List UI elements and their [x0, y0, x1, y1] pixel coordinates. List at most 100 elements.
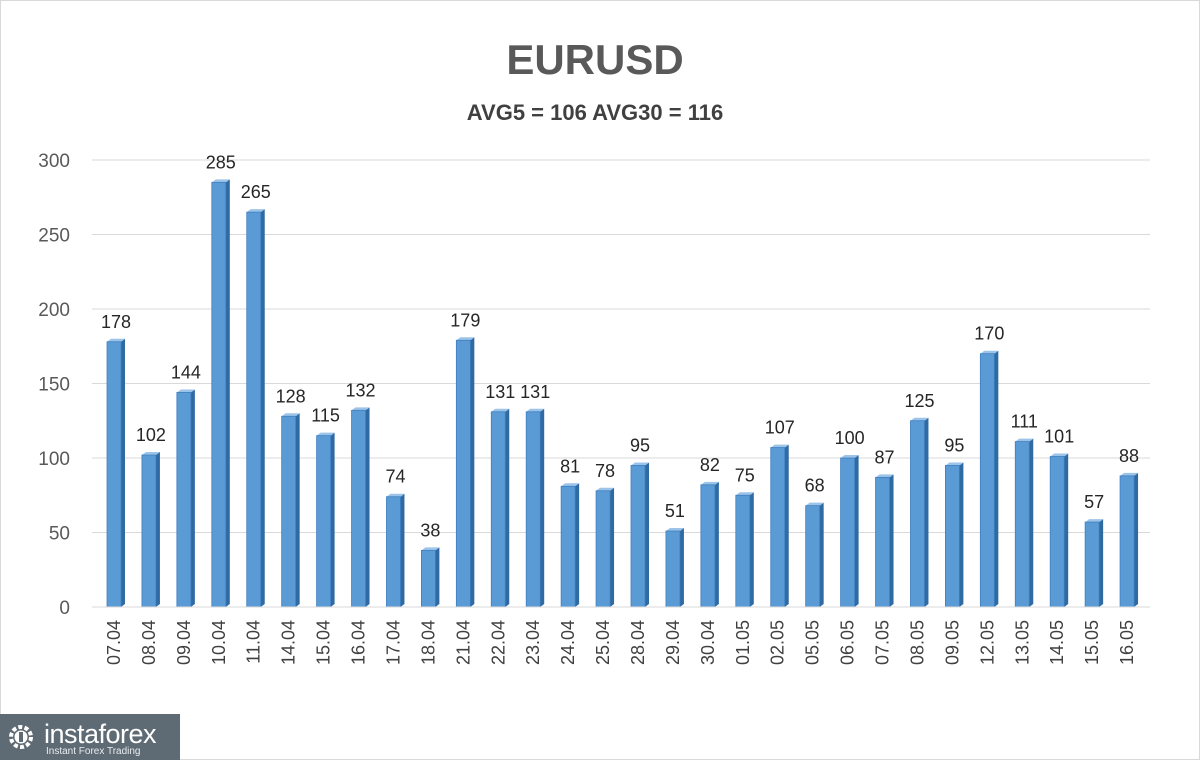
- bar: [1119, 475, 1135, 608]
- logo-tagline: Instant Forex Trading: [46, 746, 141, 757]
- bar-top: [526, 408, 545, 412]
- bar-side: [679, 528, 684, 607]
- bar-side: [959, 462, 964, 607]
- bar-side: [819, 502, 824, 607]
- bar: [979, 353, 995, 608]
- data-label: 82: [700, 455, 720, 475]
- bar-side: [714, 481, 719, 607]
- x-tick-label: 12.05: [977, 620, 997, 665]
- x-tick-label: 07.05: [873, 620, 893, 665]
- data-label: 128: [276, 386, 306, 406]
- x-tick-label: 28.04: [628, 620, 648, 665]
- y-tick-label: 0: [59, 598, 70, 619]
- instaforex-logo: instaforex Instant Forex Trading: [0, 714, 180, 760]
- x-tick-label: 17.04: [383, 620, 403, 665]
- bar-side: [994, 350, 999, 607]
- bar-top: [596, 487, 615, 491]
- y-tick-label: 50: [49, 524, 70, 545]
- data-label: 170: [974, 324, 1004, 344]
- data-label: 95: [944, 435, 964, 455]
- bar-top: [840, 455, 859, 458]
- data-label: 101: [1044, 427, 1074, 447]
- bar-top: [246, 209, 265, 213]
- bar-side: [889, 474, 894, 607]
- x-tick-label: 09.04: [174, 620, 194, 665]
- bar-top: [631, 462, 649, 466]
- bar-top: [1015, 438, 1034, 442]
- bar-top: [1085, 519, 1104, 523]
- bar: [1084, 521, 1100, 608]
- bar-side: [1029, 438, 1034, 607]
- bar-top: [1050, 453, 1069, 457]
- x-tick-label: 14.05: [1047, 620, 1067, 665]
- bar: [875, 476, 890, 608]
- bar: [735, 494, 751, 608]
- bar-side: [854, 455, 859, 607]
- data-label: 178: [101, 312, 131, 332]
- bar-top: [176, 389, 195, 393]
- bar-top: [770, 444, 789, 448]
- bar-top: [1120, 472, 1139, 476]
- bar-side: [121, 338, 125, 607]
- x-tick-label: 11.04: [244, 620, 264, 664]
- data-label: 38: [420, 520, 440, 540]
- bar: [281, 415, 297, 608]
- bar-side: [365, 407, 370, 607]
- data-label: 179: [450, 310, 480, 330]
- bar: [455, 339, 471, 608]
- bar-top: [281, 413, 300, 417]
- y-tick-label: 300: [38, 151, 70, 172]
- bar-side: [190, 389, 195, 607]
- bar: [316, 435, 332, 608]
- x-tick-label: 10.04: [209, 620, 229, 665]
- x-tick-label: 08.04: [139, 620, 159, 665]
- bar: [840, 457, 855, 608]
- x-tick-label: 05.05: [803, 620, 823, 665]
- x-tick-label: 30.04: [698, 620, 718, 665]
- bar: [560, 485, 576, 608]
- bar: [525, 411, 541, 608]
- x-tick-label: 07.04: [104, 620, 124, 665]
- bar-top: [805, 502, 824, 506]
- bar-top: [386, 493, 405, 497]
- bar-side: [155, 452, 160, 607]
- bar-top: [421, 547, 440, 551]
- gear-icon: [9, 725, 33, 749]
- x-tick-label: 08.05: [907, 620, 927, 665]
- bar-side: [470, 337, 475, 607]
- data-label: 285: [206, 152, 236, 172]
- data-label: 132: [346, 380, 376, 400]
- data-label: 100: [835, 428, 865, 448]
- x-tick-label: 24.04: [558, 620, 578, 665]
- x-tick-label: 22.04: [488, 620, 508, 665]
- chart-title: EURUSD: [506, 36, 684, 83]
- x-tick-label: 15.04: [314, 620, 334, 665]
- bar-top: [735, 492, 754, 496]
- bar: [945, 465, 960, 608]
- bar-side: [505, 408, 510, 607]
- data-label: 131: [485, 382, 515, 402]
- bar: [386, 496, 401, 608]
- data-label: 87: [875, 447, 895, 467]
- bar-top: [875, 474, 894, 478]
- bar: [700, 484, 716, 608]
- x-tick-label: 29.04: [663, 620, 683, 665]
- bar: [246, 211, 262, 608]
- x-tick-label: 15.05: [1082, 620, 1102, 665]
- bar-side: [784, 444, 789, 607]
- y-tick-label: 250: [38, 226, 70, 247]
- bar-top: [910, 417, 929, 421]
- x-tick-label: 09.05: [942, 620, 962, 665]
- bar-side: [295, 413, 300, 607]
- data-label: 144: [171, 362, 201, 382]
- bar: [1049, 456, 1065, 608]
- bar-top: [491, 408, 510, 412]
- y-tick-label: 100: [38, 449, 70, 470]
- bar-side: [260, 209, 265, 607]
- bar-side: [1134, 472, 1139, 607]
- data-label: 81: [560, 456, 580, 476]
- data-label: 88: [1119, 446, 1139, 466]
- bar-top: [665, 528, 684, 532]
- chart-subtitle: AVG5 = 106 AVG30 = 116: [466, 100, 724, 125]
